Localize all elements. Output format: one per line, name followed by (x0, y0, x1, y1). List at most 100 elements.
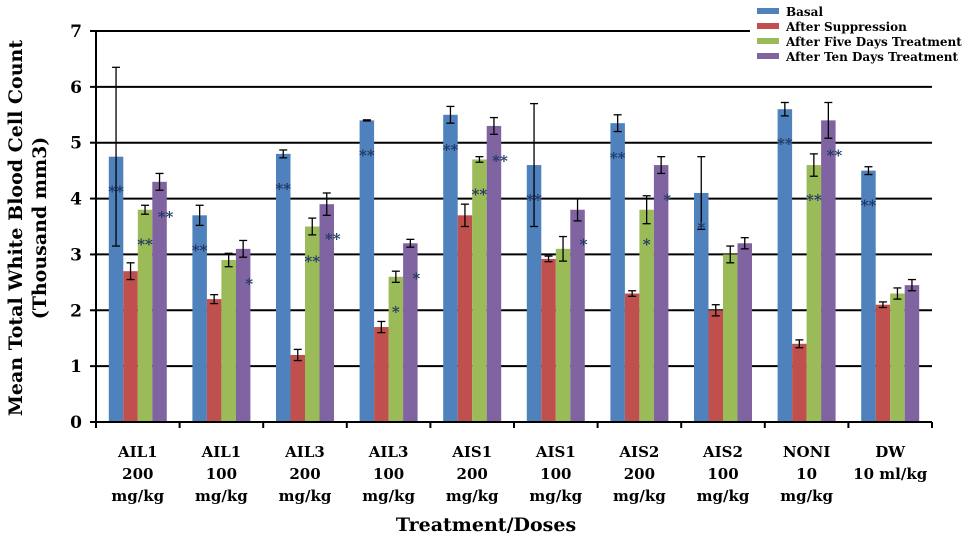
bar (806, 165, 822, 423)
bar (457, 215, 473, 422)
x-tick-label: AIS2 (618, 443, 659, 461)
y-tick-label: 3 (70, 245, 82, 265)
x-tick-label: AIL3 (284, 443, 325, 461)
significance-mark: ** (304, 253, 320, 271)
bar (123, 271, 138, 422)
bar (541, 258, 556, 422)
bar (235, 248, 251, 422)
significance-marks: ****************************************… (108, 135, 876, 321)
significance-mark: ** (325, 230, 341, 248)
bar (388, 276, 404, 422)
x-tick-label: 100 (373, 465, 404, 483)
bar (472, 159, 487, 422)
y-tick-label: 4 (70, 190, 82, 210)
bar (108, 156, 124, 422)
bar (555, 248, 571, 422)
bar (737, 243, 752, 422)
x-tick-label: mg/kg (279, 487, 332, 505)
y-tick-label: 0 (70, 413, 82, 433)
significance-mark: ** (826, 146, 842, 164)
x-tick-label: 200 (289, 465, 320, 483)
bar (206, 299, 222, 422)
significance-mark: * (412, 269, 420, 287)
significance-mark: ** (806, 191, 822, 209)
bar (861, 170, 876, 422)
bar (821, 120, 836, 422)
x-tick-label: 100 (540, 465, 571, 483)
x-tick-label: mg/kg (111, 487, 164, 505)
x-tick-label: 200 (122, 465, 153, 483)
bar (875, 304, 891, 422)
bar (152, 181, 167, 422)
legend-label: After Five Days Treatment (785, 35, 962, 49)
significance-mark: * (643, 236, 651, 254)
y-axis-label-line2: (Thousand mm3) (29, 137, 51, 320)
bar (694, 192, 709, 422)
bar (904, 285, 920, 422)
bar (639, 209, 654, 422)
legend-label: After Ten Days Treatment (785, 50, 959, 64)
bar (610, 123, 625, 423)
legend-swatch (757, 38, 779, 44)
x-tick-label: 100 (206, 465, 237, 483)
bar (276, 153, 291, 422)
x-tick-label: DW (875, 443, 906, 461)
legend-label: After Suppression (785, 20, 907, 34)
bar (792, 343, 807, 422)
bar (374, 327, 389, 422)
y-tick-label: 5 (70, 134, 82, 154)
x-tick-label: 200 (624, 465, 655, 483)
x-tick-label: mg/kg (697, 487, 750, 505)
significance-mark: ** (443, 141, 459, 159)
significance-mark: ** (492, 152, 508, 170)
bar (486, 125, 502, 422)
bar-groups (108, 66, 920, 423)
x-tick-label: mg/kg (613, 487, 666, 505)
bar (526, 165, 542, 423)
significance-mark: * (663, 191, 671, 209)
significance-mark: * (392, 303, 400, 321)
bar (570, 209, 585, 422)
bar (624, 293, 640, 422)
significance-mark: * (580, 236, 588, 254)
x-tick-label: AIS2 (702, 443, 743, 461)
y-axis-label-line1: Mean Total White Blood Cell Count (5, 40, 27, 416)
y-tick-label: 6 (70, 78, 82, 98)
legend-background (750, 4, 966, 74)
significance-mark: ** (275, 180, 291, 198)
bar (290, 354, 305, 422)
x-tick-label: 200 (457, 465, 488, 483)
bar (777, 109, 793, 422)
bar (137, 209, 153, 422)
x-tick-label: AIS1 (451, 443, 492, 461)
bar (319, 204, 334, 422)
bar (403, 243, 418, 422)
x-tick-labels: AIL1 200 mg/kg AIL1 100 mg/kg AIL3 200 mg/kg AIL3… (95, 422, 933, 505)
legend-swatch (757, 23, 779, 29)
bar (708, 310, 723, 422)
significance-mark: ** (108, 183, 124, 201)
x-tick-label: mg/kg (195, 487, 248, 505)
x-tick-label: AIL3 (368, 443, 409, 461)
significance-mark: * (697, 219, 705, 237)
significance-mark: ** (158, 208, 174, 226)
significance-mark: ** (137, 236, 153, 254)
x-tick-label: mg/kg (529, 487, 582, 505)
legend-label: Basal (786, 5, 823, 19)
y-tick-labels: 0 1 2 3 4 5 6 7 (70, 22, 96, 433)
x-tick-label: 10 (796, 465, 817, 483)
bar (653, 165, 669, 423)
y-tick-label: 7 (70, 22, 82, 42)
y-tick-label: 2 (70, 301, 82, 321)
bar (723, 254, 738, 422)
x-tick-label: AIS1 (535, 443, 576, 461)
bar (305, 226, 320, 422)
bar (443, 114, 458, 423)
x-tick-label: mg/kg (362, 487, 415, 505)
significance-mark: ** (526, 191, 542, 209)
x-tick-label: NONI (783, 443, 831, 461)
y-tick-label: 1 (70, 357, 82, 377)
x-tick-label: mg/kg (446, 487, 499, 505)
